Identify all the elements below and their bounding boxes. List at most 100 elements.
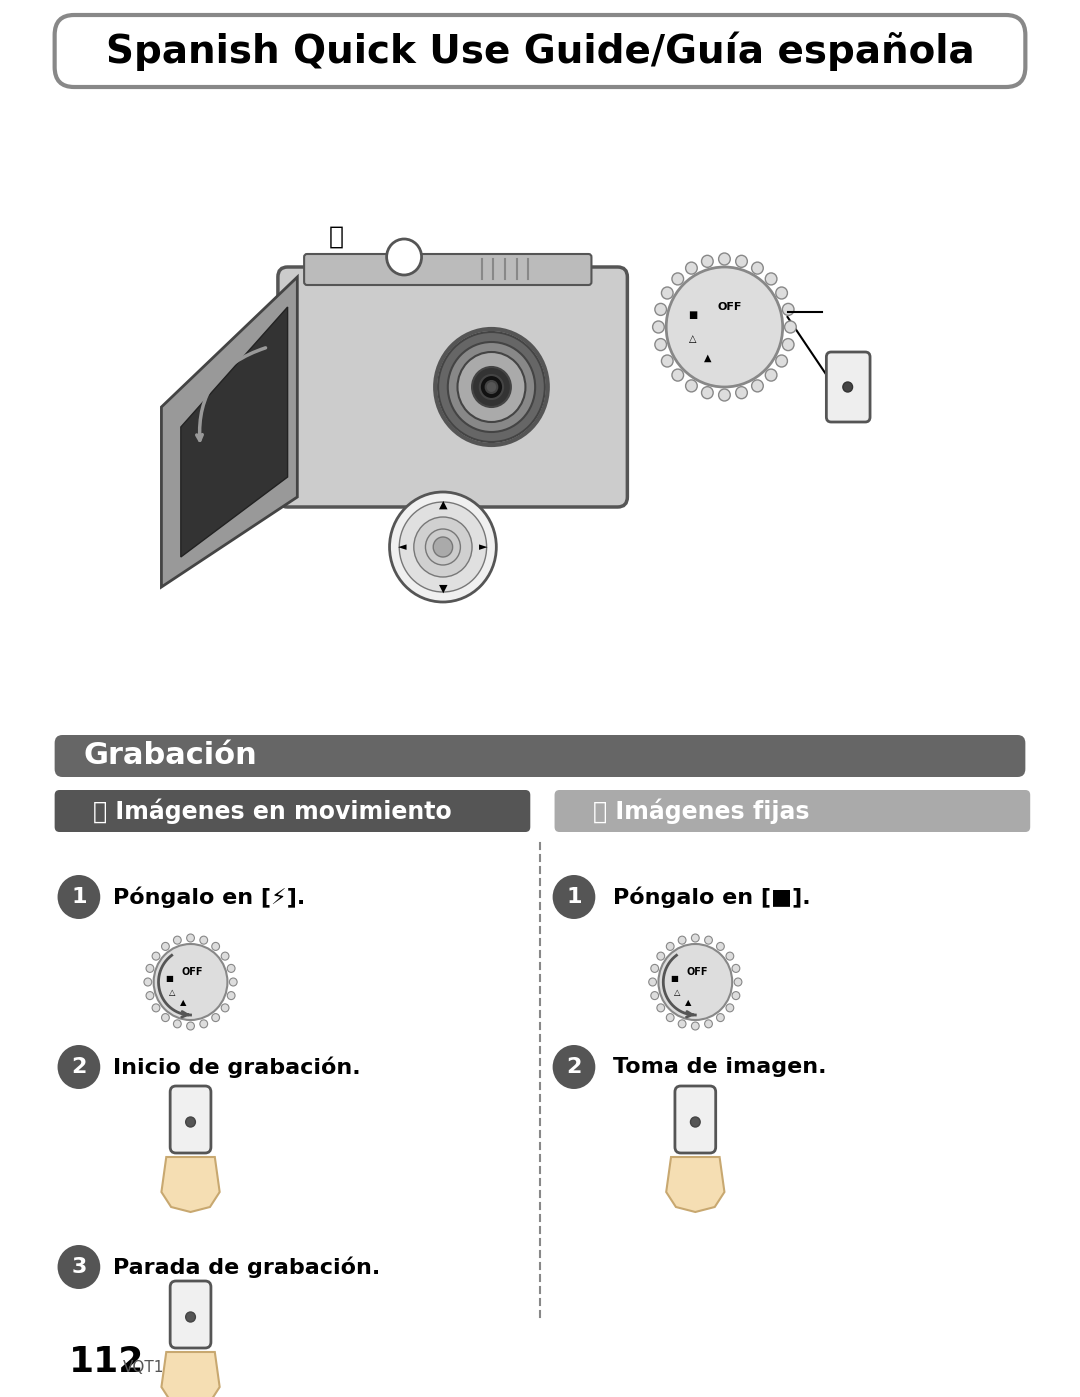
Circle shape — [187, 1023, 194, 1030]
FancyBboxPatch shape — [554, 789, 1030, 833]
Circle shape — [718, 253, 730, 265]
Circle shape — [732, 964, 740, 972]
Circle shape — [732, 992, 740, 1000]
Circle shape — [221, 1004, 229, 1011]
Text: ▲: ▲ — [438, 500, 447, 510]
Circle shape — [174, 1020, 181, 1028]
Text: ▲: ▲ — [704, 352, 712, 362]
Circle shape — [227, 964, 235, 972]
Circle shape — [672, 272, 684, 285]
Circle shape — [726, 953, 733, 960]
Text: OFF: OFF — [687, 967, 708, 977]
Circle shape — [686, 380, 698, 393]
Circle shape — [553, 875, 595, 919]
Circle shape — [657, 1004, 664, 1011]
Circle shape — [716, 1014, 725, 1021]
Circle shape — [654, 338, 666, 351]
Circle shape — [186, 1118, 195, 1127]
Circle shape — [659, 944, 732, 1020]
Circle shape — [438, 332, 544, 441]
Circle shape — [716, 943, 725, 950]
Circle shape — [654, 303, 666, 316]
Circle shape — [651, 964, 659, 972]
Circle shape — [690, 1118, 700, 1127]
FancyBboxPatch shape — [171, 1281, 211, 1348]
Text: ►: ► — [480, 542, 488, 552]
Text: ◄: ◄ — [397, 542, 406, 552]
Text: 🎬 Imágenes en movimiento: 🎬 Imágenes en movimiento — [94, 798, 453, 824]
Circle shape — [766, 369, 777, 381]
Circle shape — [718, 388, 730, 401]
Circle shape — [152, 1004, 160, 1011]
Circle shape — [752, 380, 764, 393]
Polygon shape — [180, 307, 287, 557]
Circle shape — [57, 875, 100, 919]
Circle shape — [666, 267, 783, 387]
Circle shape — [702, 256, 713, 267]
FancyBboxPatch shape — [55, 15, 1025, 87]
Text: △: △ — [168, 989, 175, 997]
Text: 2: 2 — [71, 1058, 86, 1077]
Circle shape — [162, 1014, 170, 1021]
Ellipse shape — [400, 502, 487, 592]
Circle shape — [691, 935, 699, 942]
FancyBboxPatch shape — [675, 1085, 716, 1153]
Circle shape — [752, 263, 764, 274]
Circle shape — [661, 286, 673, 299]
FancyBboxPatch shape — [305, 254, 592, 285]
Circle shape — [221, 953, 229, 960]
Polygon shape — [161, 1352, 219, 1397]
Text: 📷 Imágenes fijas: 📷 Imágenes fijas — [593, 798, 810, 824]
Circle shape — [162, 943, 170, 950]
Circle shape — [212, 943, 219, 950]
Circle shape — [651, 992, 659, 1000]
Circle shape — [766, 272, 777, 285]
Circle shape — [212, 1014, 219, 1021]
Circle shape — [186, 1312, 195, 1322]
Text: ▲: ▲ — [180, 999, 187, 1007]
Text: 3: 3 — [71, 1257, 86, 1277]
Text: △: △ — [674, 989, 680, 997]
FancyBboxPatch shape — [55, 789, 530, 833]
Text: 🗑: 🗑 — [328, 225, 343, 249]
Circle shape — [735, 387, 747, 398]
Text: ▲: ▲ — [685, 999, 691, 1007]
Circle shape — [686, 263, 698, 274]
Text: 1: 1 — [71, 887, 86, 907]
Circle shape — [57, 1245, 100, 1289]
Text: 2: 2 — [566, 1058, 582, 1077]
Circle shape — [153, 944, 228, 1020]
Circle shape — [782, 338, 794, 351]
Circle shape — [666, 1014, 674, 1021]
Circle shape — [775, 355, 787, 367]
Circle shape — [782, 303, 794, 316]
FancyBboxPatch shape — [55, 735, 1025, 777]
Circle shape — [704, 936, 713, 944]
Circle shape — [480, 374, 503, 400]
Circle shape — [785, 321, 796, 332]
Text: OFF: OFF — [717, 302, 742, 312]
Circle shape — [458, 352, 526, 422]
Text: Inicio de grabación.: Inicio de grabación. — [113, 1056, 361, 1077]
Circle shape — [661, 355, 673, 367]
Circle shape — [174, 936, 181, 944]
Circle shape — [775, 286, 787, 299]
Circle shape — [553, 1045, 595, 1090]
Text: Grabación: Grabación — [84, 742, 257, 771]
Circle shape — [486, 381, 497, 393]
Circle shape — [704, 1020, 713, 1028]
Circle shape — [200, 936, 207, 944]
Circle shape — [200, 1020, 207, 1028]
Circle shape — [678, 1020, 686, 1028]
Circle shape — [672, 369, 684, 381]
Circle shape — [472, 367, 511, 407]
Circle shape — [691, 1023, 699, 1030]
Text: ▼: ▼ — [438, 584, 447, 594]
Circle shape — [227, 992, 235, 1000]
FancyBboxPatch shape — [826, 352, 870, 422]
Circle shape — [702, 387, 713, 398]
Circle shape — [666, 943, 674, 950]
Circle shape — [146, 964, 153, 972]
Circle shape — [734, 978, 742, 986]
Circle shape — [649, 978, 657, 986]
